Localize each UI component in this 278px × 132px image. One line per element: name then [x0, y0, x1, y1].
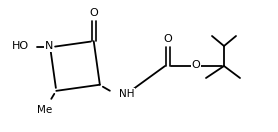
Text: O: O: [164, 34, 172, 44]
Text: NH: NH: [119, 89, 134, 99]
Text: N: N: [45, 41, 53, 51]
Text: Me: Me: [37, 105, 52, 115]
Text: HO: HO: [12, 41, 29, 51]
Text: O: O: [192, 60, 200, 70]
Text: O: O: [89, 8, 98, 18]
